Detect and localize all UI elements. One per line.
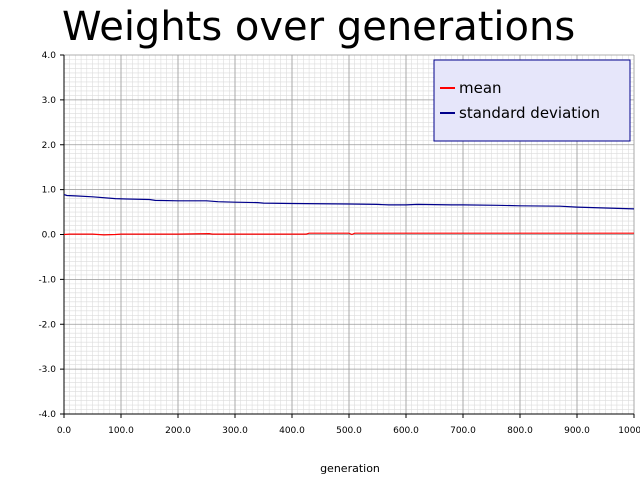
x-tick-label: 800.0: [507, 426, 533, 436]
y-tick-label: -4.0: [38, 410, 56, 420]
y-tick-label: 1.0: [42, 186, 57, 196]
x-tick-label: 100.0: [108, 426, 134, 436]
legend-label: mean: [459, 79, 502, 97]
y-tick-label: 4.0: [42, 51, 57, 61]
series-line-standard-deviation: [63, 194, 635, 210]
x-tick-label: 0.0: [57, 426, 72, 436]
legend-label: standard deviation: [459, 104, 600, 122]
y-tick-label: -1.0: [38, 275, 56, 285]
y-tick-label: -3.0: [38, 365, 56, 375]
x-tick-label: 600.0: [393, 426, 419, 436]
y-tick-label: 3.0: [42, 96, 57, 106]
y-tick-label: 0.0: [42, 231, 57, 241]
x-tick-label: 1000.0: [618, 426, 640, 436]
x-tick-label: 300.0: [222, 426, 248, 436]
chart-title: Weights over generations: [62, 4, 576, 50]
tick-labels: 0.0 100.0 200.0 300.0 400.0 500.0 600.0 700.0 80…: [38, 51, 640, 436]
x-tick-label: 900.0: [564, 426, 590, 436]
x-tick-label: 400.0: [279, 426, 305, 436]
legend-box: [433, 59, 631, 142]
y-tick-label: -2.0: [38, 320, 56, 330]
x-tick-label: 500.0: [336, 426, 362, 436]
legend: mean standard deviation: [433, 59, 631, 142]
x-tick-label: 200.0: [165, 426, 191, 436]
x-tick-label: 700.0: [450, 426, 476, 436]
x-axis-label: generation: [320, 462, 380, 475]
series-line-mean: [63, 232, 634, 236]
series-lines: [63, 194, 635, 236]
y-tick-label: 2.0: [42, 141, 57, 151]
